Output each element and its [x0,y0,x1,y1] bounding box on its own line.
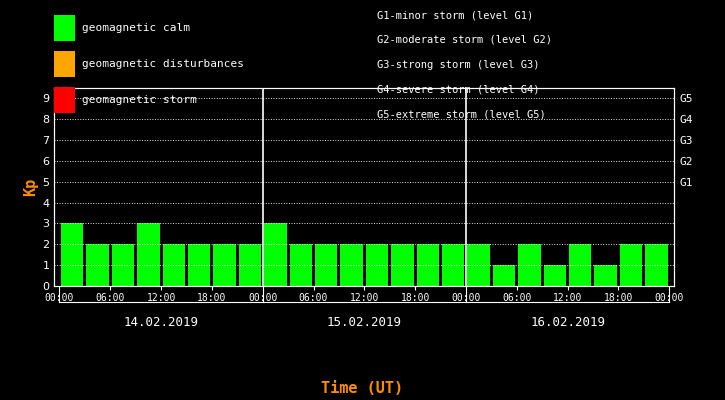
Bar [518,244,541,286]
Bar [569,244,592,286]
Bar [213,244,236,286]
Bar [289,244,312,286]
Bar [188,244,210,286]
Text: 14.02.2019: 14.02.2019 [123,316,199,329]
Text: geomagnetic disturbances: geomagnetic disturbances [82,59,244,69]
Bar [392,244,413,286]
Bar [620,244,642,286]
Bar [112,244,134,286]
Bar [468,244,490,286]
Text: G4-severe storm (level G4): G4-severe storm (level G4) [377,84,539,94]
Bar [264,224,286,286]
Y-axis label: Kp: Kp [23,178,38,196]
Bar [86,244,109,286]
Text: geomagnetic calm: geomagnetic calm [82,23,190,33]
Text: G3-strong storm (level G3): G3-strong storm (level G3) [377,60,539,70]
Text: 15.02.2019: 15.02.2019 [327,316,402,329]
Bar [594,265,617,286]
Text: geomagnetic storm: geomagnetic storm [82,95,196,105]
Bar [544,265,566,286]
Bar [366,244,388,286]
Bar [137,224,160,286]
Text: Time (UT): Time (UT) [321,381,404,396]
Bar [645,244,668,286]
Bar [493,265,515,286]
Text: 16.02.2019: 16.02.2019 [530,316,605,329]
Text: G5-extreme storm (level G5): G5-extreme storm (level G5) [377,109,546,119]
Text: G1-minor storm (level G1): G1-minor storm (level G1) [377,10,534,20]
Bar [162,244,185,286]
Bar [442,244,465,286]
Bar [341,244,362,286]
Bar [239,244,261,286]
Bar [417,244,439,286]
Bar [61,224,83,286]
Text: G2-moderate storm (level G2): G2-moderate storm (level G2) [377,35,552,45]
Bar [315,244,337,286]
